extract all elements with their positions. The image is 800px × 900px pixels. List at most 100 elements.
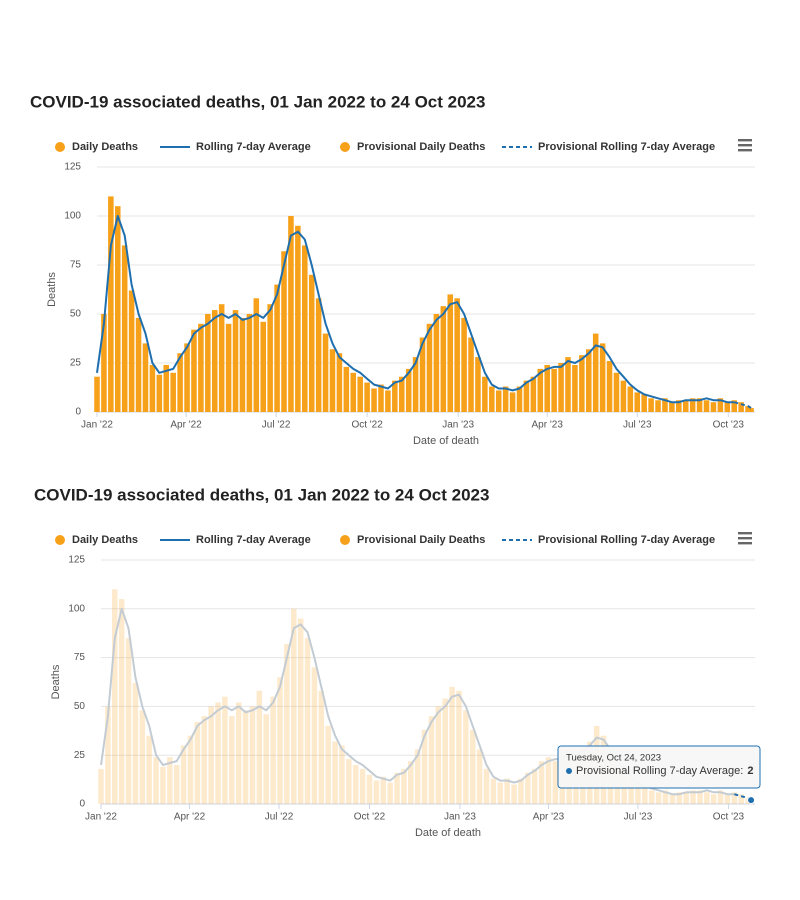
bar xyxy=(180,745,187,804)
bar xyxy=(634,392,641,412)
bar xyxy=(476,749,483,804)
bar xyxy=(440,306,447,412)
bar xyxy=(225,323,232,412)
menu-button[interactable] xyxy=(738,139,752,152)
bar xyxy=(211,310,218,412)
y-tick-label: 125 xyxy=(68,555,85,566)
bar xyxy=(146,735,152,804)
bar xyxy=(696,398,703,412)
bar xyxy=(297,618,304,804)
bar xyxy=(132,682,139,804)
bar xyxy=(655,400,661,412)
bar xyxy=(738,402,744,412)
x-tick-label: Apr '23 xyxy=(533,812,565,823)
bar xyxy=(497,782,504,804)
bar xyxy=(454,298,460,412)
bar xyxy=(642,786,648,804)
bar xyxy=(173,764,180,804)
bar xyxy=(628,778,634,804)
x-tick-label: Jul '22 xyxy=(262,420,291,431)
bar xyxy=(156,374,163,412)
bar xyxy=(184,343,190,412)
bar xyxy=(394,772,400,804)
bar xyxy=(357,376,363,412)
bar xyxy=(108,196,114,412)
bar xyxy=(511,784,517,804)
hover-point xyxy=(747,796,756,805)
bar xyxy=(689,398,696,412)
bar xyxy=(128,290,135,412)
legend-item[interactable]: Rolling 7-day Average xyxy=(160,141,311,153)
legend-item[interactable]: Provisional Rolling 7-day Average xyxy=(502,534,715,546)
bar xyxy=(346,759,352,804)
bar xyxy=(191,329,197,412)
menu-button[interactable] xyxy=(738,532,752,545)
bar xyxy=(606,361,613,412)
bar xyxy=(538,761,545,804)
bar xyxy=(218,304,225,412)
line xyxy=(96,215,735,404)
bar xyxy=(442,698,448,804)
bar xyxy=(490,778,497,804)
legend-marker xyxy=(340,142,350,152)
bar xyxy=(385,390,391,412)
tooltip-date: Tuesday, Oct 24, 2023 xyxy=(566,753,661,764)
bar xyxy=(339,745,345,804)
x-tick-label: Jul '23 xyxy=(624,812,653,823)
bar xyxy=(599,343,606,412)
bar xyxy=(525,772,531,804)
bar xyxy=(105,706,111,804)
legend-item[interactable]: Rolling 7-day Average xyxy=(160,534,311,546)
y-tick-label: 50 xyxy=(70,309,82,320)
bar xyxy=(311,667,318,804)
bar xyxy=(177,353,183,412)
bar xyxy=(322,333,329,412)
legend-item[interactable]: Daily Deaths xyxy=(55,141,138,153)
bar xyxy=(468,337,474,412)
bar xyxy=(336,353,343,412)
bar xyxy=(194,722,201,804)
bar xyxy=(545,757,552,804)
bar xyxy=(495,390,502,412)
x-axis-title: Date of death xyxy=(415,827,481,839)
menu-bar xyxy=(738,139,752,142)
menu-bar xyxy=(738,144,752,147)
bar xyxy=(435,706,442,804)
bar xyxy=(748,408,754,412)
bar xyxy=(142,343,149,412)
legend-label: Provisional Daily Deaths xyxy=(357,534,485,546)
bar xyxy=(592,333,599,412)
bar xyxy=(288,216,294,412)
legend-label: Provisional Rolling 7-day Average xyxy=(538,534,715,546)
bar xyxy=(509,392,516,412)
bar xyxy=(350,372,357,412)
x-tick-label: Jan '22 xyxy=(85,812,117,823)
legend-item[interactable]: Provisional Rolling 7-day Average xyxy=(502,141,715,153)
bar xyxy=(295,225,301,412)
legend-item[interactable]: Daily Deaths xyxy=(55,534,138,546)
bar xyxy=(112,589,118,804)
bar xyxy=(392,380,398,412)
legend-item[interactable]: Provisional Daily Deaths xyxy=(340,141,485,153)
bar xyxy=(585,349,592,412)
bar xyxy=(153,757,159,804)
bar xyxy=(398,376,405,412)
bar xyxy=(118,599,125,804)
bar xyxy=(724,402,731,412)
bar xyxy=(343,366,350,412)
bar xyxy=(246,314,253,412)
bar xyxy=(201,716,208,804)
x-tick-label: Oct '23 xyxy=(713,420,745,431)
bar xyxy=(304,638,311,804)
y-tick-label: 75 xyxy=(74,652,86,663)
bar xyxy=(364,382,370,412)
bar xyxy=(239,317,246,412)
bar xyxy=(565,357,571,412)
bar xyxy=(329,349,336,412)
legend-item[interactable]: Provisional Daily Deaths xyxy=(340,534,485,546)
y-tick-label: 125 xyxy=(64,162,81,173)
y-tick-label: 50 xyxy=(74,701,86,712)
bar xyxy=(405,368,412,412)
bar xyxy=(380,776,387,804)
